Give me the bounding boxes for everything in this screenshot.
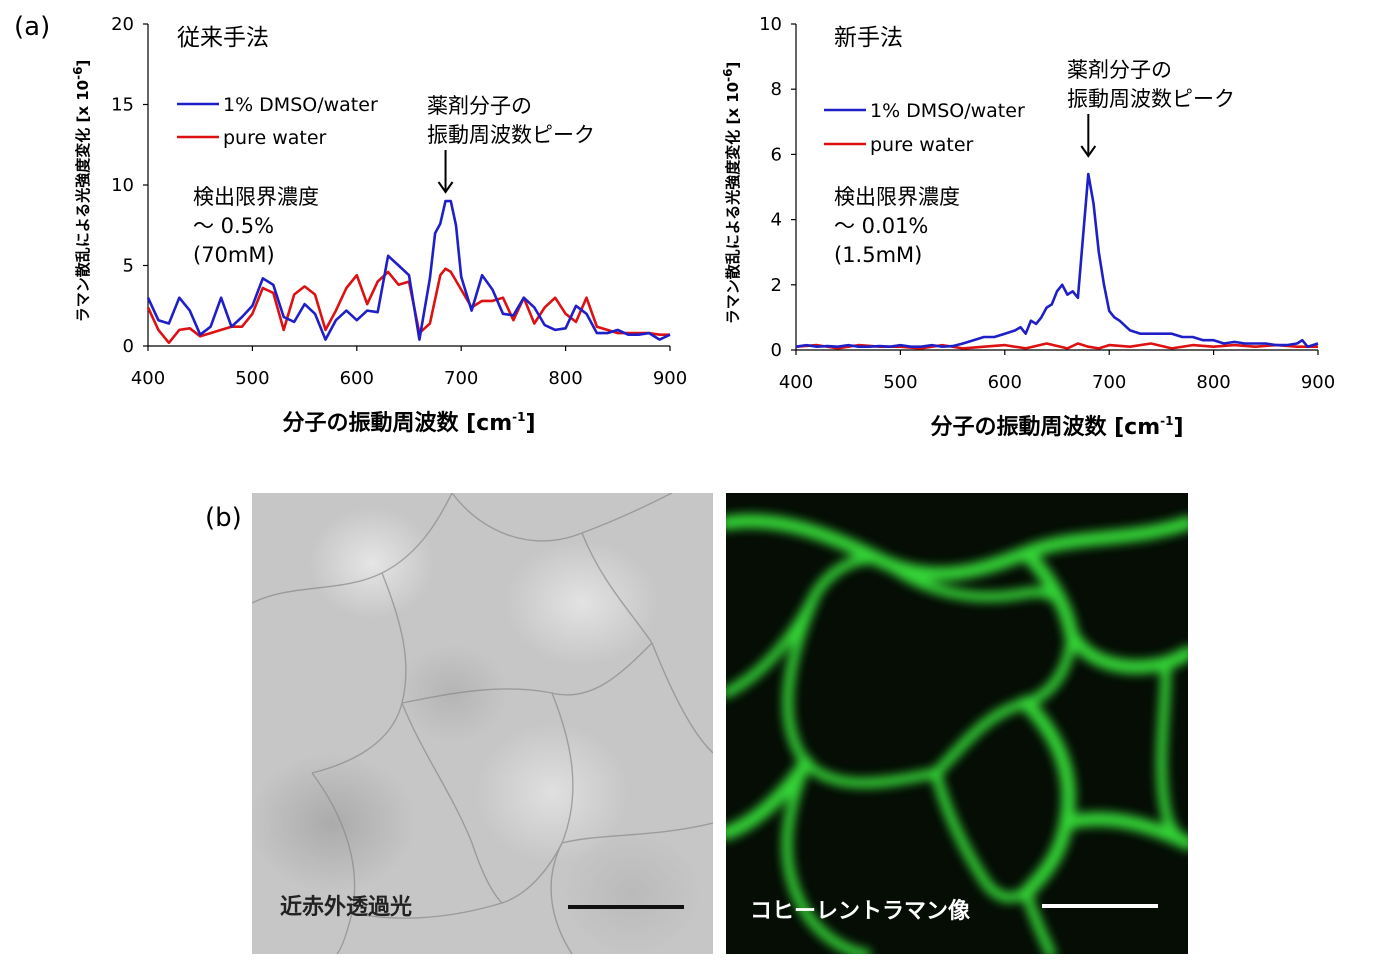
detection-limit-text: (70mM) xyxy=(193,243,275,267)
legend-label: 1% DMSO/water xyxy=(870,100,1025,122)
peak-arrowhead xyxy=(437,181,454,194)
x-tick-label: 500 xyxy=(883,372,917,393)
x-tick-label: 600 xyxy=(340,368,374,389)
panel-label-a: (a) xyxy=(14,12,51,42)
x-tick-label: 600 xyxy=(988,372,1022,393)
detection-limit-text: 検出限界濃度 xyxy=(193,185,319,209)
y-tick-label: 10 xyxy=(111,175,134,196)
x-axis-label-end: ] xyxy=(1173,415,1183,440)
coherent-raman-image: コヒーレントラマン像 xyxy=(726,493,1188,954)
x-axis-label-main: 分子の振動周波数 [cm xyxy=(930,414,1160,440)
scale-bar xyxy=(1042,904,1158,908)
x-axis-label: 分子の振動周波数 [cm-1] xyxy=(282,410,535,436)
x-tick-label: 500 xyxy=(235,368,269,389)
y-tick-label: 4 xyxy=(771,210,782,231)
y-axis-label: ラマン散乱による光強度変化 [x 10-6] xyxy=(721,62,742,325)
chart-conventional-method: 0 5 10 15 20 400 500 600 700 800 900 分子の振動周波数 [cm-1… xyxy=(71,14,687,436)
legend-label: pure water xyxy=(870,134,974,156)
x-axis-label-end: ] xyxy=(525,411,535,436)
y-tick-label: 6 xyxy=(771,144,782,165)
x-tick-label: 400 xyxy=(131,368,165,389)
y-axis-label: ラマン散乱による光強度変化 [x 10-6] xyxy=(71,60,92,323)
x-axis-label-main: 分子の振動周波数 [cm xyxy=(282,410,512,436)
y-axis-label-sup: -6 xyxy=(721,69,735,82)
y-tick-label: 2 xyxy=(771,275,782,296)
x-tick-label: 900 xyxy=(1301,372,1335,393)
chart-title: 新手法 xyxy=(834,25,903,51)
detection-limit-text: ～ 0.5% xyxy=(193,214,274,238)
y-tick-label: 15 xyxy=(111,95,134,116)
y-axis-label-end: ] xyxy=(74,60,92,67)
x-tick-label: 800 xyxy=(548,368,582,389)
raman-image-caption: コヒーレントラマン像 xyxy=(750,899,971,924)
x-tick-label: 900 xyxy=(653,368,687,389)
cell-membranes-green xyxy=(726,514,1188,954)
chart-title: 従来手法 xyxy=(177,25,269,51)
cell-outlines-gray xyxy=(252,493,713,954)
peak-annotation-text: 薬剤分子の xyxy=(1067,58,1172,82)
nir-image-caption: 近赤外透過光 xyxy=(280,895,413,920)
peak-annotation-text: 薬剤分子の xyxy=(427,94,532,118)
series-line-1-dmso-water xyxy=(146,199,671,341)
panel-label-b: (b) xyxy=(205,503,242,533)
detection-limit-text: ～ 0.01% xyxy=(834,214,928,238)
y-axis-label-main: ラマン散乱による光強度変化 [x 10 xyxy=(724,82,742,324)
chart-new-method: 0 2 4 6 8 10 400 500 600 700 800 900 分子の振動周波数 [cm-1]… xyxy=(721,14,1335,440)
y-tick-label: 20 xyxy=(111,14,134,35)
y-tick-label: 0 xyxy=(771,340,782,361)
y-axis-label-sup: -6 xyxy=(71,67,85,80)
nir-transmission-image: 近赤外透過光 xyxy=(252,493,713,954)
x-tick-label: 700 xyxy=(1092,372,1126,393)
x-axis-label-sup: -1 xyxy=(512,410,525,424)
legend-label: 1% DMSO/water xyxy=(223,94,378,116)
x-tick-label: 700 xyxy=(444,368,478,389)
peak-annotation-text: 振動周波数ピーク xyxy=(1067,87,1235,111)
x-tick-label: 400 xyxy=(779,372,813,393)
y-axis-label-end: ] xyxy=(724,62,742,69)
legend-label: pure water xyxy=(223,127,327,149)
x-tick-label: 800 xyxy=(1196,372,1230,393)
y-axis-label-main: ラマン散乱による光強度変化 [x 10 xyxy=(74,80,92,322)
y-tick-label: 8 xyxy=(771,79,782,100)
x-axis-label: 分子の振動周波数 [cm-1] xyxy=(930,414,1183,440)
series-line-1-dmso-water xyxy=(795,172,1319,349)
y-tick-label: 0 xyxy=(123,336,134,357)
scale-bar xyxy=(568,905,684,909)
y-tick-label: 10 xyxy=(759,14,782,35)
peak-annotation-text: 振動周波数ピーク xyxy=(427,123,595,147)
peak-arrowhead xyxy=(1080,145,1097,158)
detection-limit-text: (1.5mM) xyxy=(834,243,922,267)
detection-limit-text: 検出限界濃度 xyxy=(834,185,960,209)
y-tick-label: 5 xyxy=(123,256,134,277)
x-axis-label-sup: -1 xyxy=(1160,414,1173,428)
